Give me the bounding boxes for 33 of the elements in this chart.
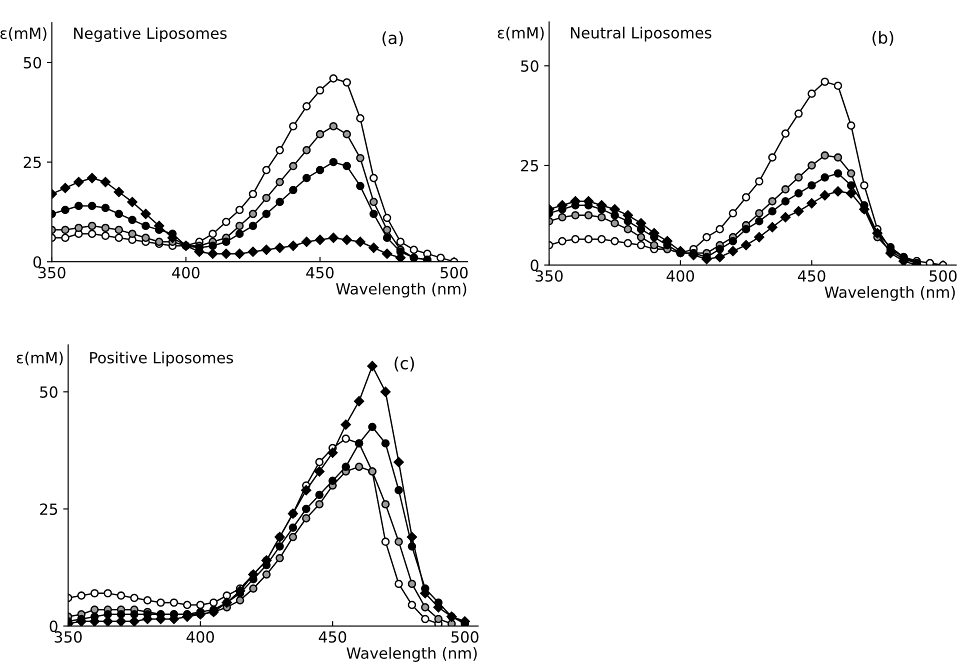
x-tick-label: 500	[451, 631, 478, 643]
x-tick-label: 350	[54, 631, 82, 643]
x-tick-label: 450	[798, 270, 826, 282]
chart-title: Positive Liposomes	[90, 352, 234, 366]
y-tick-label: 25	[521, 160, 538, 172]
x-tick-label: 450	[306, 266, 334, 278]
y-tick-label: 0	[33, 256, 42, 268]
x-axis-title: Wavelength (nm)	[346, 647, 477, 662]
y-axis-title: ε(mM)	[16, 352, 63, 366]
y-tick-label: 0	[530, 260, 538, 272]
annotation: (b)	[872, 30, 894, 46]
x-tick-label: 500	[440, 266, 468, 278]
y-tick-label: 50	[24, 56, 42, 69]
x-tick-label: 400	[172, 266, 200, 278]
x-tick-label: 500	[930, 270, 957, 282]
x-axis-title: Wavelength (nm)	[824, 286, 955, 301]
x-axis-title: Wavelength (nm)	[336, 282, 466, 298]
y-axis-title: ε(mM)	[0, 27, 46, 41]
x-tick-label: 350	[536, 270, 563, 282]
y-tick-label: 50	[40, 386, 58, 398]
chart-title: Negative Liposomes	[74, 27, 227, 42]
annotation: (a)	[382, 31, 403, 46]
y-tick-label: 0	[50, 620, 58, 632]
x-tick-label: 400	[666, 270, 694, 282]
chart-title: Neutral Liposomes	[570, 26, 712, 42]
x-tick-label: 350	[38, 266, 66, 278]
y-tick-label: 50	[521, 60, 538, 72]
y-axis-title: ε(mM)	[498, 26, 544, 40]
x-tick-label: 450	[318, 631, 346, 643]
annotation: (c)	[394, 356, 414, 372]
x-tick-label: 400	[186, 631, 214, 643]
y-tick-label: 25	[40, 503, 58, 515]
y-tick-label: 25	[24, 156, 41, 168]
